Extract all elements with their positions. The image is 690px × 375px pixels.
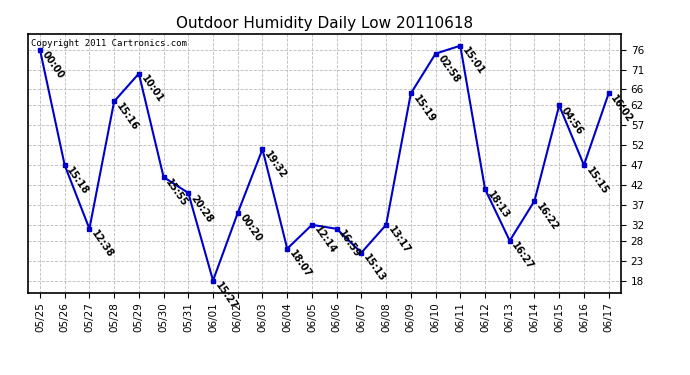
Text: 10:01: 10:01 [139, 74, 165, 105]
Text: 04:56: 04:56 [559, 105, 585, 136]
Text: 15:19: 15:19 [411, 93, 437, 124]
Text: 16:59: 16:59 [337, 229, 363, 260]
Text: 15:18: 15:18 [65, 165, 90, 196]
Text: 12:14: 12:14 [312, 225, 338, 256]
Text: 02:58: 02:58 [435, 54, 462, 85]
Text: Copyright 2011 Cartronics.com: Copyright 2011 Cartronics.com [30, 39, 186, 48]
Title: Outdoor Humidity Daily Low 20110618: Outdoor Humidity Daily Low 20110618 [176, 16, 473, 31]
Text: 20:28: 20:28 [188, 193, 215, 224]
Text: 18:07: 18:07 [287, 249, 313, 280]
Text: 15:15: 15:15 [584, 165, 610, 196]
Text: 15:13: 15:13 [362, 253, 387, 284]
Text: 13:17: 13:17 [386, 225, 412, 256]
Text: 15:16: 15:16 [114, 101, 140, 132]
Text: 19:32: 19:32 [262, 149, 288, 180]
Text: 16:22: 16:22 [535, 201, 560, 232]
Text: 15:27: 15:27 [213, 280, 239, 312]
Text: 16:02: 16:02 [609, 93, 635, 124]
Text: 16:27: 16:27 [510, 241, 535, 272]
Text: 00:20: 00:20 [238, 213, 264, 244]
Text: 12:38: 12:38 [90, 229, 115, 260]
Text: 18:13: 18:13 [485, 189, 511, 220]
Text: 15:55: 15:55 [164, 177, 190, 208]
Text: 00:00: 00:00 [40, 50, 66, 81]
Text: 15:01: 15:01 [460, 46, 486, 77]
